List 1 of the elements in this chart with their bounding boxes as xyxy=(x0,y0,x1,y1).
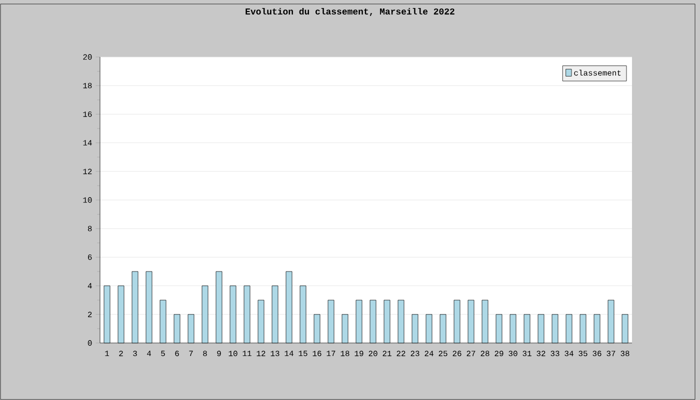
chart-title: Evolution du classement, Marseille 2022 xyxy=(246,8,454,16)
